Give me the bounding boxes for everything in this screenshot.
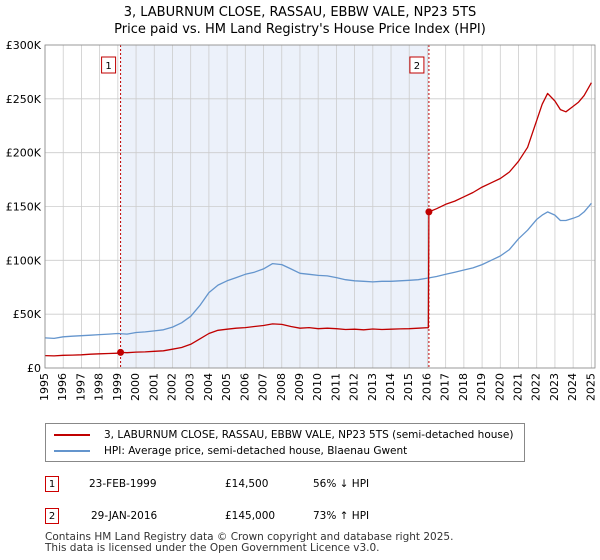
- y-tick-label: £200K: [6, 147, 42, 160]
- x-tick-label: 2010: [311, 373, 324, 401]
- x-tick-label: 1997: [74, 373, 87, 401]
- transaction-date: 29-JAN-2016: [91, 510, 158, 522]
- x-tick-label: 2024: [566, 373, 579, 401]
- x-tick-label: 2016: [420, 373, 433, 401]
- transaction-badge: 2: [45, 508, 59, 524]
- transaction-badge: 1: [45, 476, 59, 492]
- x-tick-label: 1998: [93, 373, 106, 401]
- sale-marker-number: 2: [414, 61, 420, 72]
- x-tick-label: 2017: [439, 373, 452, 401]
- x-tick-label: 2018: [457, 373, 470, 401]
- transaction-hpi-change: 73% ↑ HPI: [313, 510, 370, 522]
- transaction-price: £145,000: [225, 510, 276, 522]
- legend-label-hpi: HPI: Average price, semi-detached house,…: [104, 445, 408, 457]
- x-tick-label: 2000: [129, 373, 142, 401]
- transaction-hpi-change: 56% ↓ HPI: [313, 478, 370, 490]
- y-tick-label: £250K: [6, 93, 42, 106]
- x-tick-label: 2021: [512, 373, 525, 401]
- footer-copyright: Contains HM Land Registry data © Crown c…: [45, 531, 454, 543]
- x-tick-label: 2002: [165, 373, 178, 401]
- x-tick-label: 2014: [384, 373, 397, 401]
- legend-label-property: 3, LABURNUM CLOSE, RASSAU, EBBW VALE, NP…: [104, 429, 514, 441]
- x-tick-label: 2013: [366, 373, 379, 401]
- x-tick-label: 2007: [257, 373, 270, 401]
- sale-marker-badge: [101, 56, 117, 74]
- property-price-line: [44, 82, 592, 357]
- y-tick-label: £300K: [6, 39, 42, 52]
- x-tick-label: 2003: [184, 373, 197, 401]
- x-tick-label: 2025: [584, 373, 597, 401]
- x-tick-label: 2022: [530, 373, 543, 401]
- transaction-row: 1 23-FEB-1999 £14,500 56% ↓ HPI: [45, 476, 445, 493]
- x-tick-label: 1999: [111, 373, 124, 401]
- legend-item-hpi: HPI: Average price, semi-detached house,…: [54, 443, 407, 459]
- legend-item-property: 3, LABURNUM CLOSE, RASSAU, EBBW VALE, NP…: [54, 427, 513, 443]
- x-tick-label: 1995: [38, 373, 51, 401]
- legend-swatch-hpi: [54, 450, 90, 452]
- y-tick-label: £150K: [6, 201, 42, 214]
- sale-marker-badge: [409, 56, 425, 74]
- x-tick-label: 2012: [348, 373, 361, 401]
- footer-licence: This data is licensed under the Open Gov…: [45, 542, 380, 554]
- sale-point: [117, 348, 125, 356]
- plot-border: [44, 44, 596, 369]
- x-tick-label: 2011: [329, 373, 342, 401]
- sale-marker-number: 1: [105, 61, 111, 72]
- x-tick-label: 2020: [493, 373, 506, 401]
- x-tick-label: 2004: [202, 373, 215, 401]
- x-tick-label: 2015: [402, 373, 415, 401]
- x-tick-label: 2001: [147, 373, 160, 401]
- chart-title: 3, LABURNUM CLOSE, RASSAU, EBBW VALE, NP…: [123, 5, 477, 20]
- chart-subtitle: Price paid vs. HM Land Registry's House …: [114, 22, 486, 37]
- chart-legend: 3, LABURNUM CLOSE, RASSAU, EBBW VALE, NP…: [45, 423, 525, 462]
- x-tick-label: 2006: [238, 373, 251, 401]
- y-tick-label: £50K: [13, 308, 42, 321]
- x-tick-label: 2019: [475, 373, 488, 401]
- x-tick-label: 2009: [293, 373, 306, 401]
- x-tick-label: 1996: [56, 373, 69, 401]
- x-tick-label: 2005: [220, 373, 233, 401]
- hpi-line: [44, 202, 592, 340]
- price-chart: £0 £50K £100K £150K £200K £250K £300K 1995 1996 1…: [6, 39, 598, 401]
- transaction-row: 2 29-JAN-2016 £145,000 73% ↑ HPI: [45, 508, 445, 525]
- x-tick-label: 2023: [548, 373, 561, 401]
- legend-swatch-property: [54, 434, 90, 436]
- transaction-date: 23-FEB-1999: [89, 478, 157, 490]
- transaction-price: £14,500: [225, 478, 269, 490]
- sale-point: [425, 208, 433, 216]
- y-tick-label: £0: [27, 362, 41, 375]
- x-tick-label: 2008: [275, 373, 288, 401]
- y-tick-label: £100K: [6, 254, 42, 267]
